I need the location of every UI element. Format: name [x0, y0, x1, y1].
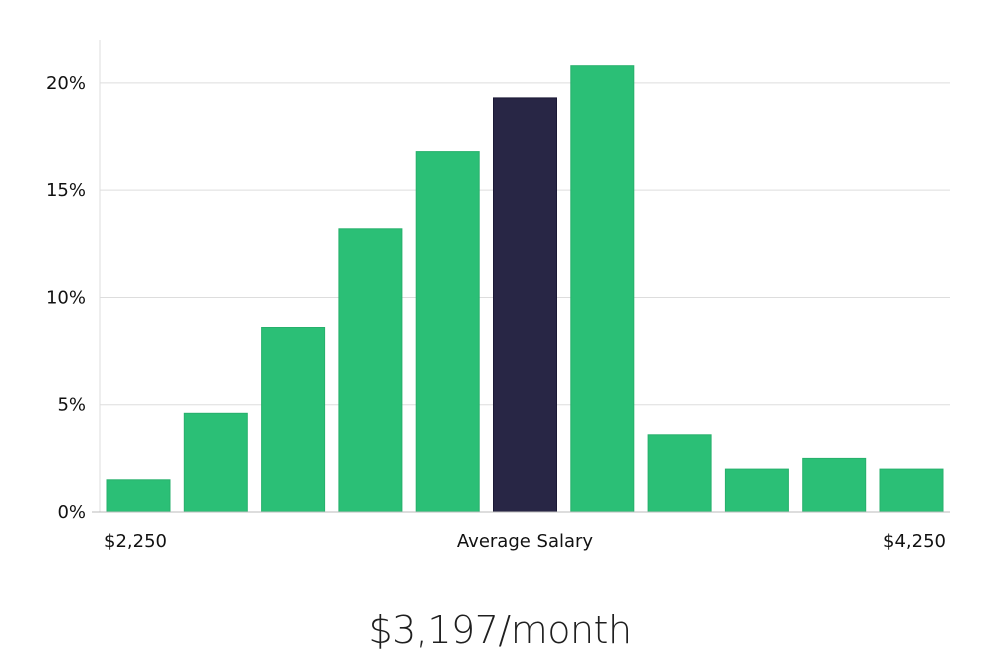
bar — [879, 468, 944, 513]
y-tick-label: 0% — [57, 502, 86, 523]
bar — [570, 65, 635, 513]
y-tick-label: 5% — [57, 395, 86, 416]
bar-average-salary — [493, 97, 557, 513]
salary-distribution-chart: 0% 5% 10% 15% 20% $2,250 Average Salary $4,2… — [46, 40, 950, 552]
x-label-average: Average Salary — [457, 531, 594, 552]
bar — [261, 327, 326, 513]
bar — [724, 468, 789, 513]
bar — [183, 412, 248, 513]
y-tick-labels: 0% 5% 10% 15% 20% — [46, 73, 86, 523]
y-tick-label: 10% — [46, 287, 86, 308]
bar — [647, 434, 712, 513]
y-tick-label: 15% — [46, 180, 86, 201]
bar — [338, 228, 403, 513]
x-label-min: $2,250 — [104, 531, 167, 552]
bars — [106, 65, 944, 513]
y-tick-label: 20% — [46, 73, 86, 94]
average-salary-value: $3,197/month — [368, 608, 632, 652]
bar — [802, 457, 867, 513]
bar — [106, 479, 171, 513]
x-label-max: $4,250 — [883, 531, 946, 552]
bar — [415, 151, 480, 513]
